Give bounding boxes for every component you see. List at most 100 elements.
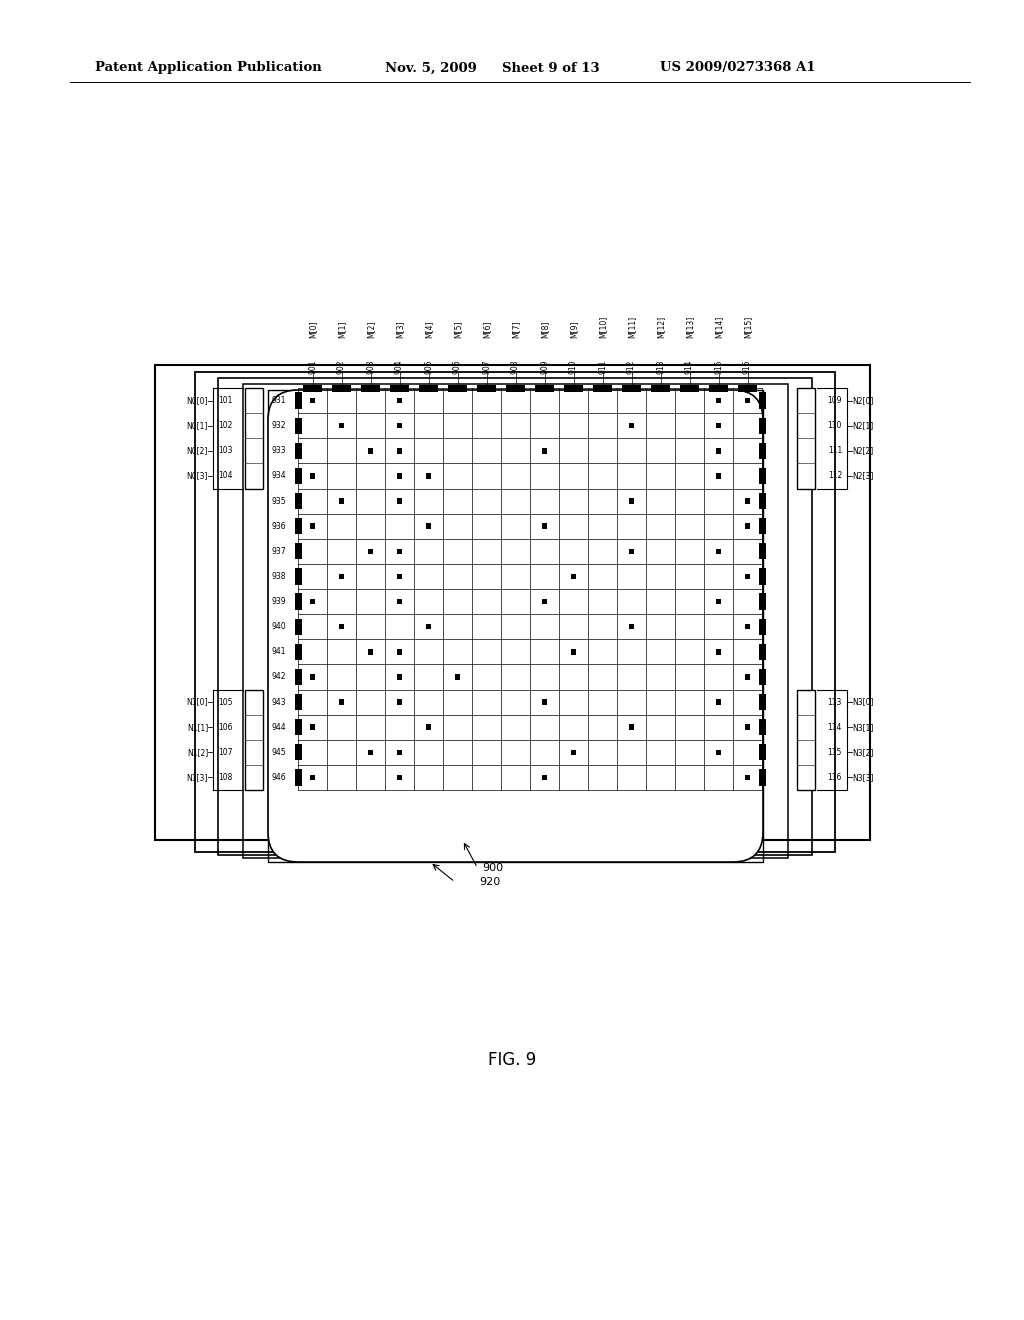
- Text: 104: 104: [218, 471, 232, 480]
- Bar: [744, 397, 751, 404]
- Bar: [309, 599, 315, 605]
- Bar: [759, 719, 766, 735]
- Bar: [195, 372, 835, 851]
- Bar: [622, 384, 641, 392]
- Bar: [419, 384, 438, 392]
- Bar: [680, 384, 699, 392]
- Bar: [759, 744, 766, 760]
- Bar: [759, 442, 766, 459]
- Bar: [309, 675, 315, 680]
- Text: 916: 916: [743, 359, 752, 374]
- Bar: [709, 384, 728, 392]
- Bar: [744, 675, 751, 680]
- Bar: [542, 524, 547, 529]
- Text: 915: 915: [714, 359, 723, 374]
- Bar: [396, 599, 402, 605]
- Text: 116: 116: [827, 774, 842, 781]
- Text: Sheet 9 of 13: Sheet 9 of 13: [502, 62, 600, 74]
- Bar: [396, 549, 402, 554]
- Text: M[9]: M[9]: [569, 321, 578, 338]
- Text: 941: 941: [271, 647, 286, 656]
- Bar: [426, 524, 431, 529]
- Text: N3[3]: N3[3]: [852, 774, 873, 781]
- Text: 913: 913: [656, 359, 665, 374]
- Text: N2[1]: N2[1]: [852, 421, 873, 430]
- Bar: [759, 492, 766, 510]
- Text: 907: 907: [482, 359, 490, 374]
- Bar: [339, 499, 344, 504]
- FancyBboxPatch shape: [268, 389, 763, 862]
- Bar: [629, 499, 634, 504]
- Text: 114: 114: [827, 722, 842, 731]
- Bar: [744, 775, 751, 780]
- Text: M[0]: M[0]: [308, 321, 317, 338]
- Text: 943: 943: [271, 697, 286, 706]
- Text: 903: 903: [366, 359, 375, 374]
- Bar: [744, 624, 751, 630]
- Text: 909: 909: [540, 359, 549, 374]
- Bar: [570, 750, 577, 755]
- Text: 112: 112: [827, 471, 842, 480]
- Text: N2[3]: N2[3]: [852, 471, 873, 480]
- Text: M[1]: M[1]: [337, 321, 346, 338]
- Text: N3[1]: N3[1]: [852, 722, 873, 731]
- Bar: [368, 649, 374, 655]
- Text: 101: 101: [218, 396, 232, 405]
- Text: Patent Application Publication: Patent Application Publication: [95, 62, 322, 74]
- Bar: [396, 499, 402, 504]
- Text: 110: 110: [827, 421, 842, 430]
- Text: 914: 914: [685, 359, 694, 374]
- Text: 937: 937: [271, 546, 286, 556]
- Text: 945: 945: [271, 748, 286, 756]
- Bar: [744, 499, 751, 504]
- Text: Nov. 5, 2009: Nov. 5, 2009: [385, 62, 477, 74]
- Bar: [629, 422, 634, 429]
- Bar: [716, 750, 721, 755]
- Bar: [339, 700, 344, 705]
- Bar: [426, 473, 431, 479]
- Text: N0[3]: N0[3]: [186, 471, 208, 480]
- Bar: [295, 569, 301, 585]
- Text: M[15]: M[15]: [743, 315, 752, 338]
- Text: 910: 910: [569, 359, 578, 374]
- Bar: [542, 700, 547, 705]
- Bar: [303, 384, 322, 392]
- Bar: [309, 397, 315, 404]
- Bar: [759, 467, 766, 484]
- Bar: [716, 549, 721, 554]
- Bar: [759, 694, 766, 710]
- Text: 920: 920: [479, 876, 501, 887]
- Text: M[5]: M[5]: [453, 321, 462, 338]
- Text: 115: 115: [827, 748, 842, 756]
- Bar: [455, 675, 460, 680]
- Bar: [218, 378, 812, 855]
- Bar: [716, 473, 721, 479]
- Text: N1[0]: N1[0]: [186, 697, 208, 706]
- Bar: [536, 384, 554, 392]
- Bar: [295, 644, 301, 660]
- Text: M[7]: M[7]: [511, 321, 520, 338]
- Bar: [593, 384, 612, 392]
- Bar: [368, 549, 374, 554]
- Bar: [309, 775, 315, 780]
- Text: 942: 942: [271, 672, 286, 681]
- Bar: [759, 392, 766, 409]
- Bar: [295, 467, 301, 484]
- Text: M[4]: M[4]: [424, 321, 433, 338]
- Bar: [396, 447, 402, 454]
- Text: 107: 107: [218, 748, 232, 756]
- Bar: [339, 422, 344, 429]
- Bar: [744, 524, 751, 529]
- Bar: [759, 594, 766, 610]
- Text: 936: 936: [271, 521, 286, 531]
- Bar: [716, 422, 721, 429]
- Text: 932: 932: [271, 421, 286, 430]
- Bar: [309, 524, 315, 529]
- Bar: [155, 366, 870, 840]
- Bar: [295, 694, 301, 710]
- Bar: [744, 574, 751, 579]
- Text: US 2009/0273368 A1: US 2009/0273368 A1: [660, 62, 815, 74]
- Text: 105: 105: [218, 697, 232, 706]
- Text: 938: 938: [271, 572, 286, 581]
- Bar: [542, 775, 547, 780]
